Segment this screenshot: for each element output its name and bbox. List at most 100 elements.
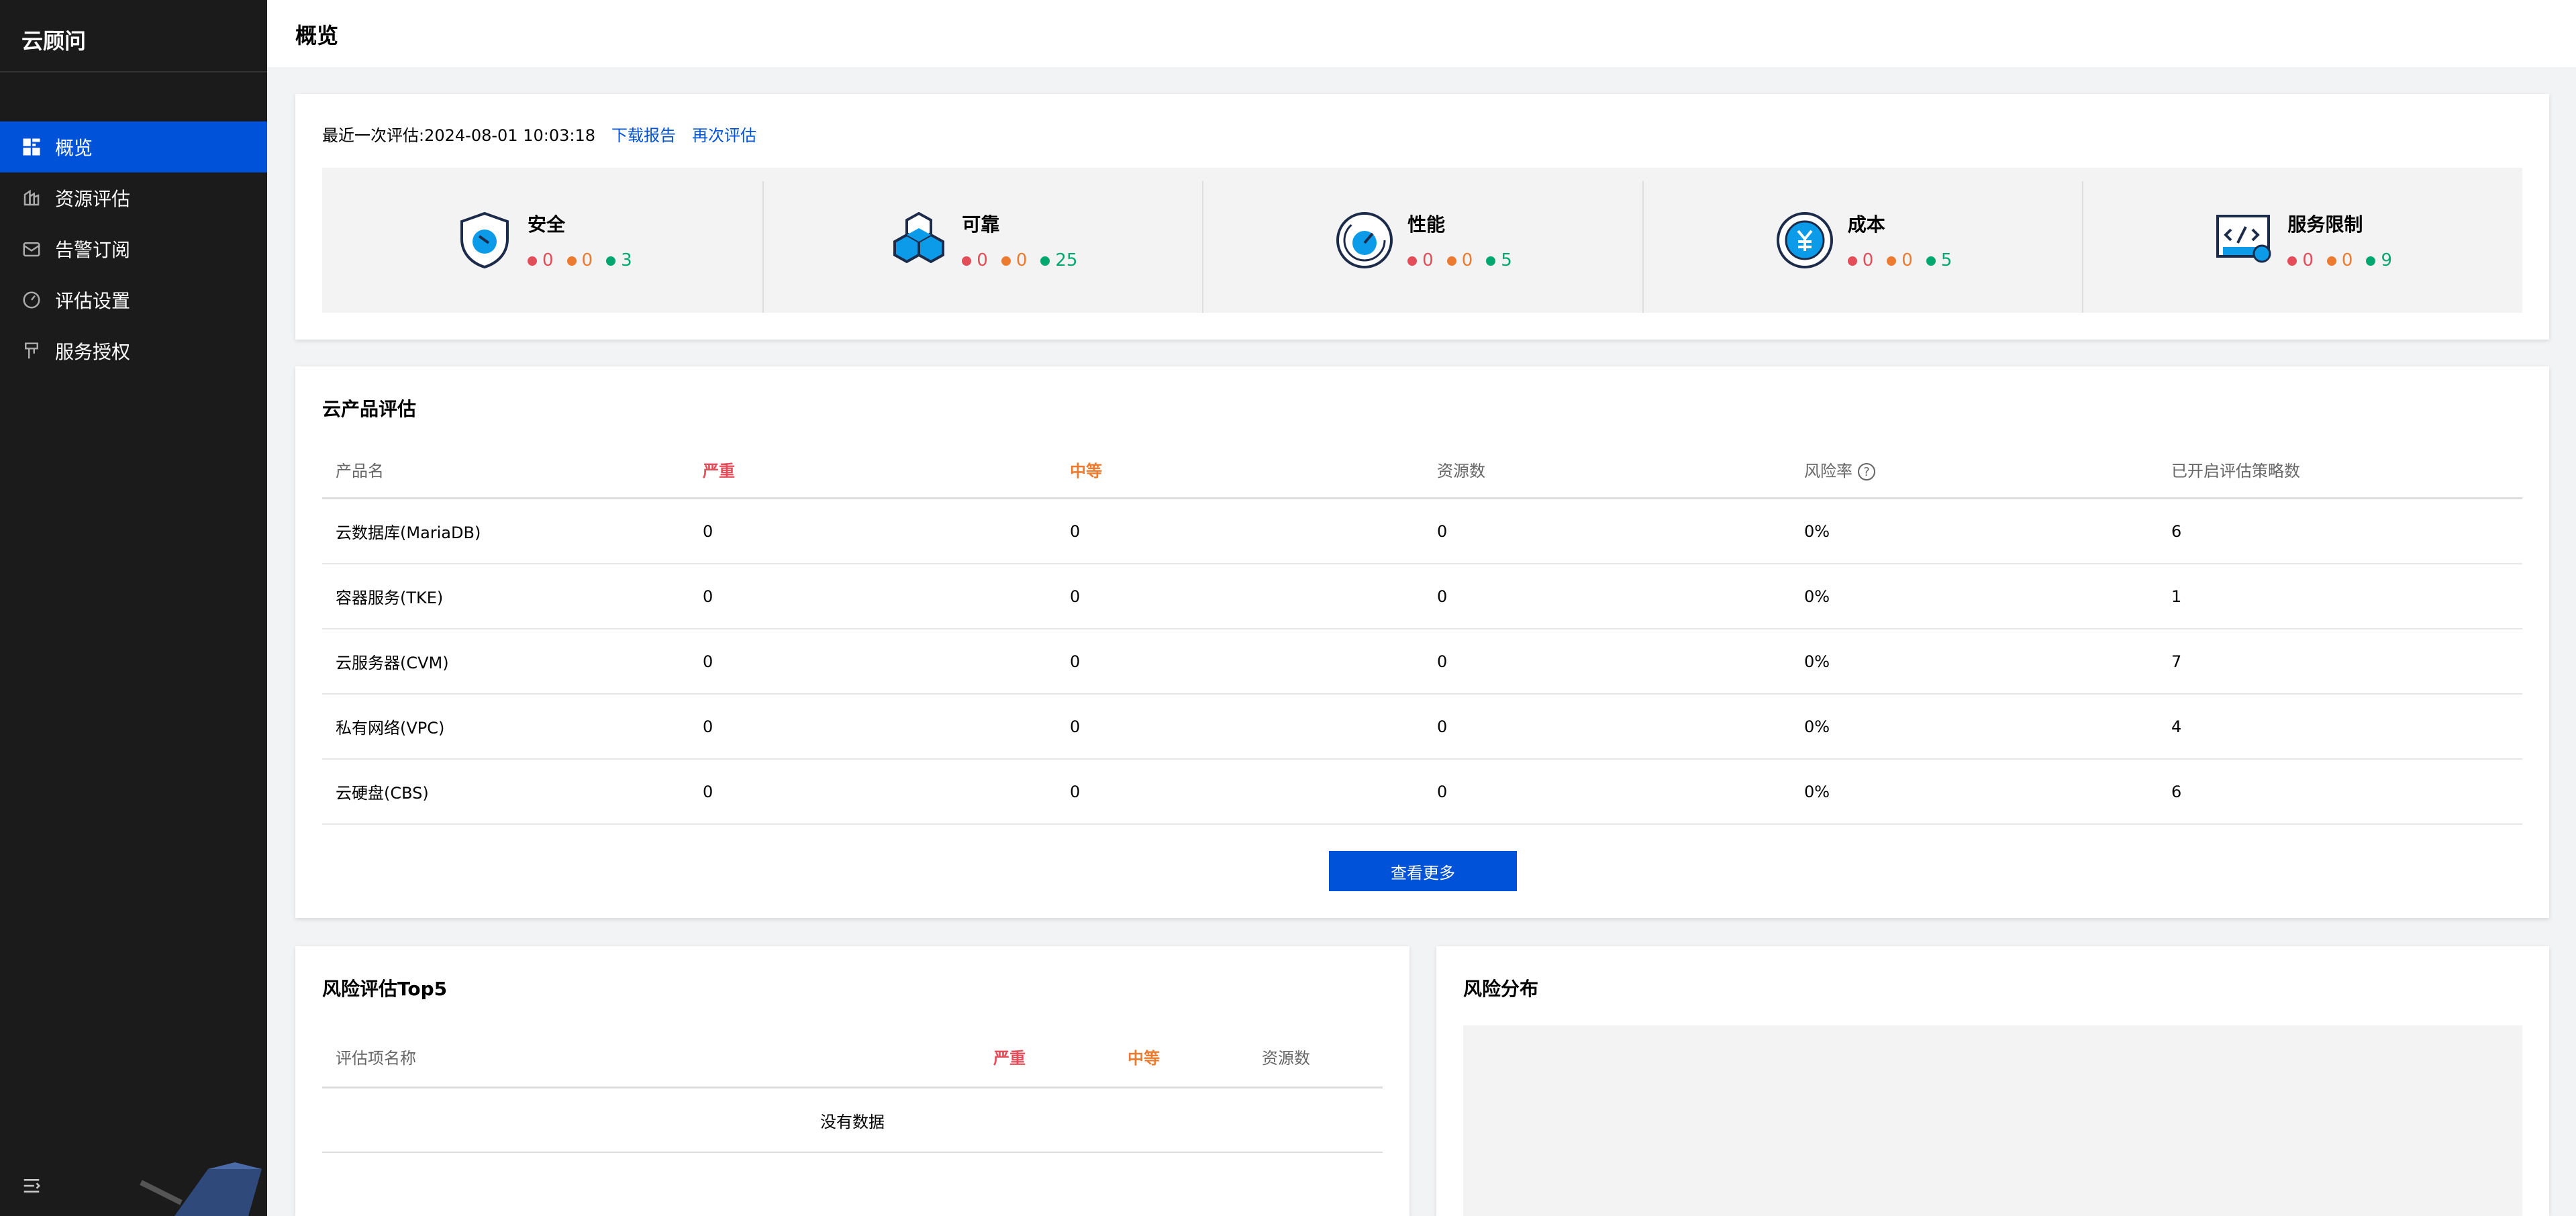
section-title: 风险分布	[1463, 978, 1539, 1000]
cell: 0	[1437, 652, 1448, 671]
pillar-title: 服务限制	[2287, 213, 2363, 236]
table-row[interactable]: 云数据库(MariaDB) 0 0 0 0% 6	[322, 499, 2522, 564]
empty-state: 没有数据	[322, 1088, 1383, 1153]
cubes-icon	[893, 211, 945, 264]
table-header: 产品名 严重 中等 资源数 风险率? 已开启评估策略数	[322, 442, 2522, 499]
cell: 0	[703, 587, 713, 606]
cell: 1	[2171, 587, 2182, 606]
column-header: 严重	[703, 462, 735, 480]
cell: 私有网络(VPC)	[336, 719, 445, 738]
column-header: 中等	[1128, 1049, 1160, 1068]
low-count: 5	[1926, 250, 1952, 270]
last-assessment-text: 最近一次评估:2024-08-01 10:03:18	[322, 122, 595, 146]
cell: 云服务器(CVM)	[336, 654, 449, 672]
cell: 7	[2171, 652, 2182, 671]
sidebar-item-alert-subscription[interactable]: 告警订阅	[0, 223, 267, 274]
sidebar: 云顾问 概览 资源评估 告警订阅 评估设置 服务授权	[0, 0, 267, 1216]
cell: 0	[1070, 652, 1081, 671]
pillar-title: 成本	[1847, 213, 1885, 236]
pillar-performance[interactable]: 性能 0 0 5	[1202, 168, 1642, 313]
cell: 0%	[1804, 717, 1830, 736]
low-count: 25	[1040, 250, 1077, 270]
cell: 4	[2171, 717, 2182, 736]
app-title: 云顾问	[0, 0, 267, 72]
cell: 0	[1437, 717, 1448, 736]
risk-top5-card: 风险评估Top5 评估项名称 严重 中等 资源数 没有数据	[295, 946, 1409, 1216]
pillar-counts: 0 0 5	[1847, 250, 1952, 270]
reassess-link[interactable]: 再次评估	[692, 126, 756, 145]
cell: 0	[703, 521, 713, 541]
cell: 0	[703, 782, 713, 801]
cell: 0	[1070, 521, 1081, 541]
pillar-security[interactable]: 安全 0 0 3	[322, 168, 762, 313]
pillar-counts: 0 0 9	[2287, 250, 2392, 270]
page-title: 概览	[295, 23, 339, 48]
yuan-icon	[1776, 212, 1833, 268]
sidebar-item-label: 资源评估	[55, 188, 131, 210]
cell: 0	[1437, 521, 1448, 541]
sidebar-item-label: 告警订阅	[55, 239, 131, 261]
pillar-counts: 0 0 5	[1407, 250, 1512, 270]
pillar-title: 安全	[527, 213, 565, 236]
cell: 6	[2171, 521, 2182, 541]
sidebar-item-label: 服务授权	[55, 341, 131, 363]
gauge-icon	[1336, 212, 1393, 268]
column-header: 产品名	[336, 462, 384, 480]
pillar-service-limits[interactable]: 服务限制 0 0 9	[2082, 168, 2522, 313]
resource-icon	[23, 189, 40, 206]
product-assessment-card: 云产品评估 产品名 严重 中等 资源数 风险率? 已开启评估策略数 云数据库(M…	[295, 366, 2549, 918]
table-row[interactable]: 云硬盘(CBS) 0 0 0 0% 6	[322, 760, 2522, 825]
column-header: 风险率	[1804, 462, 1852, 480]
pillar-cost[interactable]: 成本 0 0 5	[1642, 168, 2083, 313]
low-count: 5	[1486, 250, 1512, 270]
column-header-risk: 风险率?	[1791, 458, 2158, 481]
code-settings-icon	[2216, 215, 2271, 263]
summary-card: 最近一次评估:2024-08-01 10:03:18 下载报告 再次评估 安全 …	[295, 94, 2549, 340]
cell: 0	[703, 652, 713, 671]
cell: 0	[1070, 717, 1081, 736]
cell: 0	[703, 717, 713, 736]
cell: 容器服务(TKE)	[336, 589, 444, 607]
download-report-link[interactable]: 下载报告	[611, 126, 676, 145]
column-header: 评估项名称	[336, 1049, 416, 1068]
help-icon[interactable]: ?	[1858, 463, 1875, 480]
decoration-illustration	[140, 1162, 262, 1216]
risk-distribution-card: 风险分布	[1436, 946, 2549, 1216]
dashboard-icon	[23, 138, 40, 156]
pillar-title: 可靠	[962, 213, 1000, 236]
pillar-reliability[interactable]: 可靠 0 0 25	[762, 168, 1203, 313]
section-title: 云产品评估	[322, 398, 417, 420]
low-count: 3	[606, 250, 632, 270]
last-assessment-label: 最近一次评估:	[322, 126, 425, 145]
settings-icon	[23, 291, 40, 309]
low-count: 9	[2366, 250, 2392, 270]
collapse-sidebar-icon[interactable]	[21, 1176, 42, 1196]
last-assessment-line: 最近一次评估:2024-08-01 10:03:18 下载报告 再次评估	[322, 122, 756, 146]
sidebar-item-overview[interactable]: 概览	[0, 121, 267, 172]
cell: 0	[1070, 587, 1081, 606]
cell: 0	[1070, 782, 1081, 801]
sidebar-item-label: 概览	[55, 137, 93, 159]
high-count: 0	[2287, 250, 2314, 270]
sidebar-item-assessment-settings[interactable]: 评估设置	[0, 274, 267, 325]
medium-count: 0	[566, 250, 593, 270]
pillar-counts: 0 0 25	[962, 250, 1077, 270]
cell: 0%	[1804, 521, 1830, 541]
table-row[interactable]: 云服务器(CVM) 0 0 0 0% 7	[322, 629, 2522, 695]
mail-icon	[23, 242, 40, 257]
sidebar-item-label: 评估设置	[55, 290, 131, 312]
sidebar-item-service-authorization[interactable]: 服务授权	[0, 325, 267, 376]
view-more-button[interactable]: 查看更多	[1329, 851, 1517, 891]
column-header: 资源数	[1262, 1049, 1310, 1068]
column-header: 严重	[993, 1049, 1026, 1068]
cell: 0%	[1804, 782, 1830, 801]
sidebar-item-resource-assessment[interactable]: 资源评估	[0, 172, 267, 223]
high-count: 0	[1407, 250, 1434, 270]
pillar-title: 性能	[1407, 213, 1446, 236]
cell: 0%	[1804, 652, 1830, 671]
medium-count: 0	[1887, 250, 1913, 270]
cell: 6	[2171, 782, 2182, 801]
table-row[interactable]: 容器服务(TKE) 0 0 0 0% 1	[322, 564, 2522, 629]
distribution-chart-area	[1463, 1025, 2522, 1216]
table-row[interactable]: 私有网络(VPC) 0 0 0 0% 4	[322, 695, 2522, 760]
